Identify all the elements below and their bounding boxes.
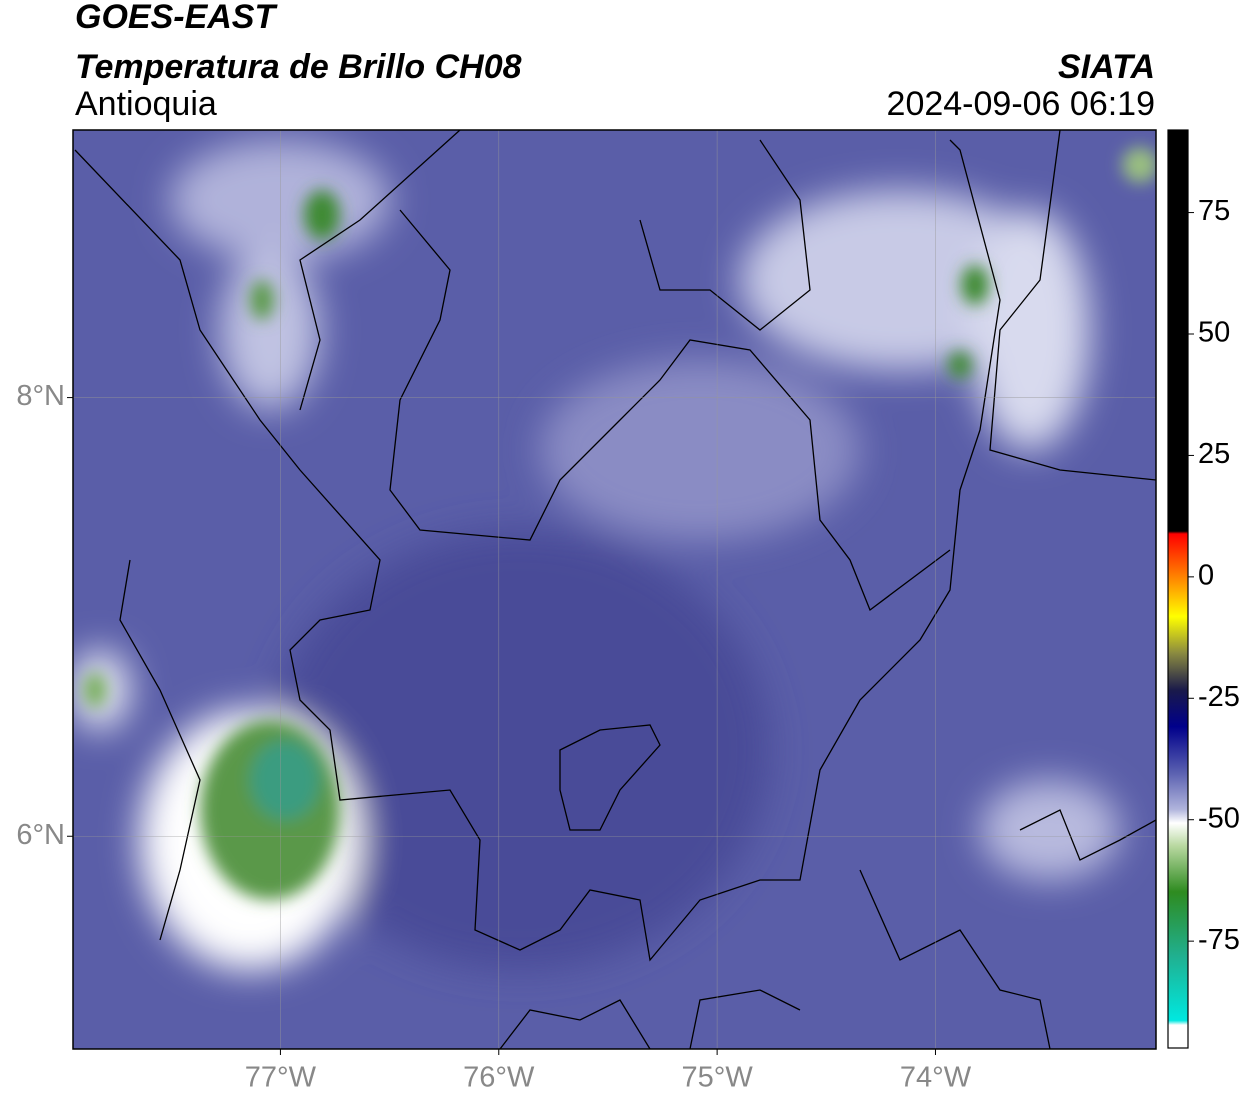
colorbar-tick-label: 75 (1198, 195, 1230, 227)
colorbar-tick-label: 25 (1198, 438, 1230, 470)
map-frame (72, 129, 1157, 1050)
y-tick-label: 8°N (16, 380, 65, 412)
x-tick-label: 77°W (245, 1062, 317, 1094)
colorbar-tick-label: -50 (1198, 802, 1240, 834)
grid (73, 130, 1156, 1049)
x-tick-label: 75°W (682, 1062, 754, 1094)
map-image (73, 130, 1156, 1049)
subtitle: Temperatura de Brillo CH08 (75, 48, 522, 86)
colorbar-tick-label: -75 (1198, 924, 1240, 956)
colorbar-tick-label: 0 (1198, 560, 1214, 592)
colorbar (1167, 129, 1189, 1049)
x-tick-label: 76°W (463, 1062, 535, 1094)
x-tick-label: 74°W (900, 1062, 972, 1094)
colorbar-tick-label: 50 (1198, 317, 1230, 349)
colorbar-tick-label: -25 (1198, 681, 1240, 713)
source: SIATA (1058, 48, 1155, 86)
title: GOES-EAST (75, 0, 278, 36)
y-tick-label: 6°N (16, 819, 65, 851)
datetime: 2024-09-06 06:19 (887, 85, 1155, 123)
region: Antioquia (75, 85, 217, 123)
